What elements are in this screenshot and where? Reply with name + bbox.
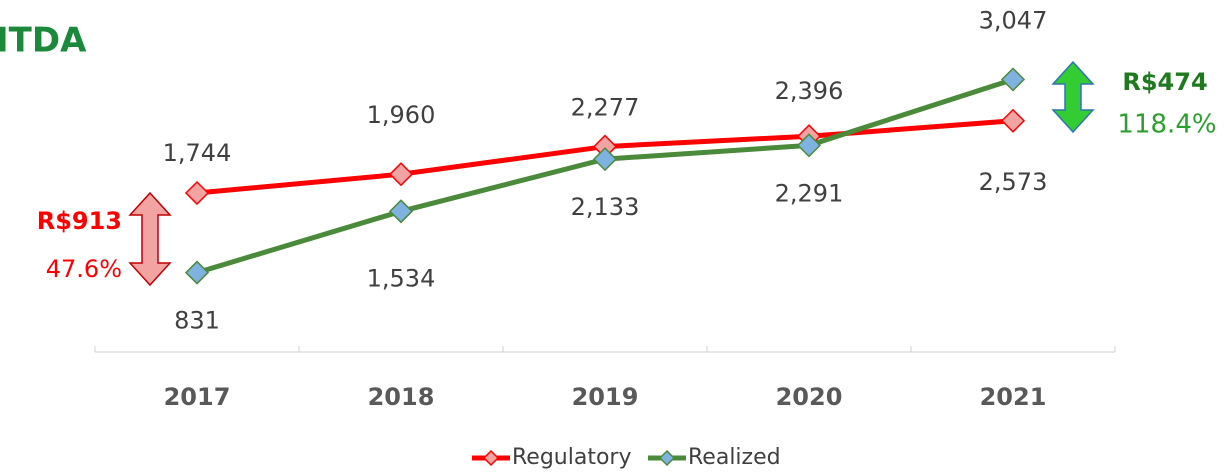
marker xyxy=(388,199,414,224)
data-label: 2,291 xyxy=(775,179,844,207)
legend-label: Realized xyxy=(688,445,781,470)
annotation: R$913 xyxy=(37,207,122,235)
data-label: 1,744 xyxy=(163,139,232,167)
data-label: 2,396 xyxy=(775,77,844,105)
chart-title: ITDA xyxy=(0,21,87,61)
gap-arrow xyxy=(128,191,172,287)
gap-arrow xyxy=(1051,60,1095,134)
annotation: R$474 xyxy=(1122,68,1207,96)
annotation: 47.6% xyxy=(46,255,122,283)
x-tick-label: 2019 xyxy=(572,383,639,411)
legend-marker xyxy=(482,449,500,467)
data-label: 1,960 xyxy=(367,101,436,129)
marker xyxy=(184,180,210,206)
x-tick-label: 2020 xyxy=(776,383,843,411)
marker xyxy=(1000,67,1026,92)
x-tick-label: 2021 xyxy=(980,383,1047,411)
legend-label: Regulatory xyxy=(512,445,632,470)
x-tick-label: 2018 xyxy=(368,383,435,411)
data-label: 2,573 xyxy=(979,168,1048,196)
marker xyxy=(592,147,618,172)
marker xyxy=(796,133,822,158)
x-tick-label: 2017 xyxy=(164,383,231,411)
legend-marker xyxy=(658,449,676,467)
data-label: 1,534 xyxy=(367,264,436,292)
data-label: 2,277 xyxy=(571,94,640,122)
data-label: 2,133 xyxy=(571,193,640,221)
data-label: 3,047 xyxy=(979,6,1048,34)
marker xyxy=(184,260,210,285)
marker xyxy=(388,162,414,187)
data-label: 831 xyxy=(174,307,220,335)
marker xyxy=(1000,108,1026,133)
annotation: 118.4% xyxy=(1117,110,1216,140)
